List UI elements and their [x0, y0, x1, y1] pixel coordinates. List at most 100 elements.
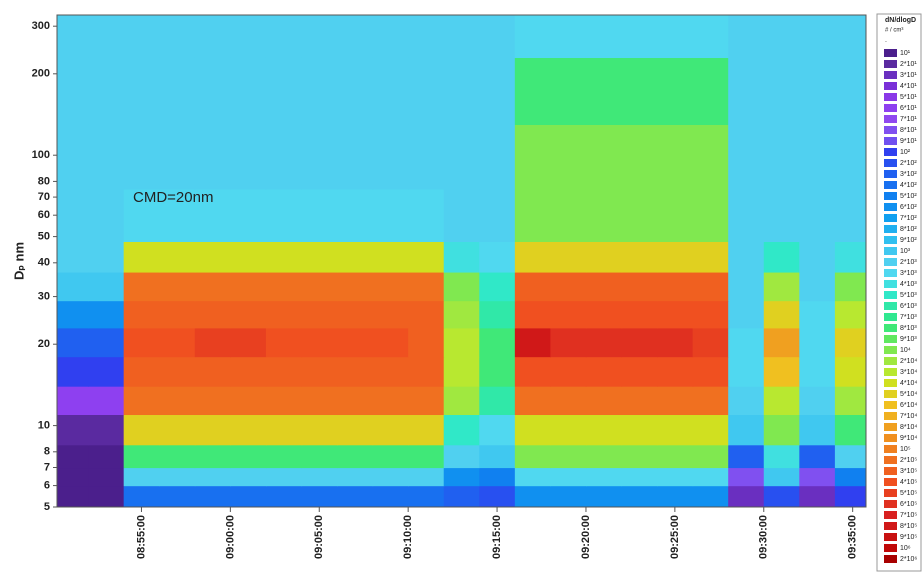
heat-cell [799, 327, 836, 358]
heat-cell [265, 241, 303, 273]
heat-cell [550, 124, 587, 190]
heat-cell [799, 271, 836, 302]
x-tick-label: 09:25:00 [669, 515, 681, 559]
heat-cell [834, 485, 866, 507]
heat-cell [88, 327, 125, 358]
heat-cell [479, 414, 516, 446]
heat-cell [57, 124, 89, 190]
colorbar-swatch [884, 313, 897, 321]
heat-cell [123, 327, 160, 358]
heat-cell [799, 15, 836, 58]
heat-cell [57, 15, 89, 58]
heat-cell [443, 444, 480, 469]
heat-cell [585, 15, 623, 58]
heat-cell [337, 485, 374, 507]
heat-cell [230, 124, 267, 190]
heat-cell [123, 386, 160, 416]
heat-cell [692, 386, 729, 416]
heat-cell [514, 386, 552, 416]
heat-cell [57, 356, 89, 387]
heat-cell [514, 15, 552, 58]
heat-cell [728, 467, 765, 487]
colorbar-swatch [884, 302, 897, 310]
heat-cell [301, 15, 338, 58]
colorbar-label: 3*10² [900, 171, 917, 178]
heat-cell [799, 467, 836, 487]
heat-cell [159, 327, 196, 358]
heat-cell [57, 485, 89, 507]
heat-cell [799, 444, 836, 469]
y-tick-label: 8 [44, 446, 50, 458]
heat-cell [265, 124, 303, 190]
colorbar-label: 7*10⁵ [900, 512, 917, 519]
heat-cell [301, 327, 338, 358]
heat-cell [585, 271, 623, 302]
colorbar-swatch [884, 555, 897, 563]
heat-cell [301, 188, 338, 242]
colorbar-label: 2*10³ [900, 259, 917, 266]
heat-cell [408, 188, 445, 242]
colorbar-label: 2*10⁵ [900, 457, 917, 464]
heat-cell [799, 300, 836, 329]
heat-cell [17, 301, 53, 329]
heat-cell [408, 356, 445, 387]
heat-cell [692, 356, 729, 387]
heat-cell [337, 414, 374, 446]
colorbar-swatch [884, 148, 897, 156]
y-tick-label: 70 [38, 191, 50, 203]
heat-cell [550, 356, 587, 387]
heat-cell [408, 327, 445, 358]
colorbar-swatch [884, 225, 897, 233]
heat-cell [550, 188, 587, 242]
colorbar-label: 5*10³ [900, 292, 917, 299]
heat-cell [372, 414, 409, 446]
heat-cell [834, 327, 866, 358]
heat-cell [159, 241, 196, 273]
heat-cell [692, 241, 729, 273]
heat-cell [194, 414, 231, 446]
heat-cell [230, 467, 267, 487]
heat-cell [230, 271, 267, 302]
heat-cell [159, 444, 196, 469]
heat-cell [408, 300, 445, 329]
heat-cell [728, 57, 765, 125]
heat-cell [123, 241, 160, 273]
colorbar-label: 10⁶ [900, 545, 911, 552]
heat-cell [443, 15, 480, 58]
colorbar-label: 6*10³ [900, 303, 917, 310]
heat-cell [763, 300, 800, 329]
heat-cell [88, 57, 125, 125]
heat-cell [514, 444, 552, 469]
y-tick-label: 30 [38, 290, 50, 302]
heat-cell [123, 485, 160, 507]
colorbar-label: 9*10¹ [900, 138, 917, 145]
colorbar-swatch [884, 60, 897, 68]
heat-cell [372, 327, 409, 358]
heat-cell [514, 241, 552, 273]
y-tick-label: 5 [44, 501, 50, 513]
heat-cell [479, 300, 516, 329]
colorbar-swatch [884, 115, 897, 123]
y-tick-label: 20 [38, 338, 50, 350]
heat-cell [799, 241, 836, 273]
colorbar-label: 3*10⁴ [900, 369, 917, 376]
heat-cell [408, 15, 445, 58]
colorbar-swatch [884, 357, 897, 365]
heat-cell [408, 444, 445, 469]
colorbar-label: 8*10⁴ [900, 424, 917, 431]
heat-cell [550, 485, 587, 507]
colorbar-swatch [884, 280, 897, 288]
heat-cell [728, 386, 765, 416]
heat-cell [337, 467, 374, 487]
heat-cell [834, 386, 866, 416]
colorbar-label: 4*10² [900, 182, 917, 189]
colorbar-label: 9*10⁵ [900, 534, 917, 541]
heat-cell [123, 271, 160, 302]
heat-cell [763, 57, 800, 125]
heat-cell [621, 241, 658, 273]
heat-cell [408, 124, 445, 190]
colorbar-swatch [884, 49, 897, 57]
heat-cell [159, 414, 196, 446]
heat-cell [479, 444, 516, 469]
heat-cell [763, 271, 800, 302]
